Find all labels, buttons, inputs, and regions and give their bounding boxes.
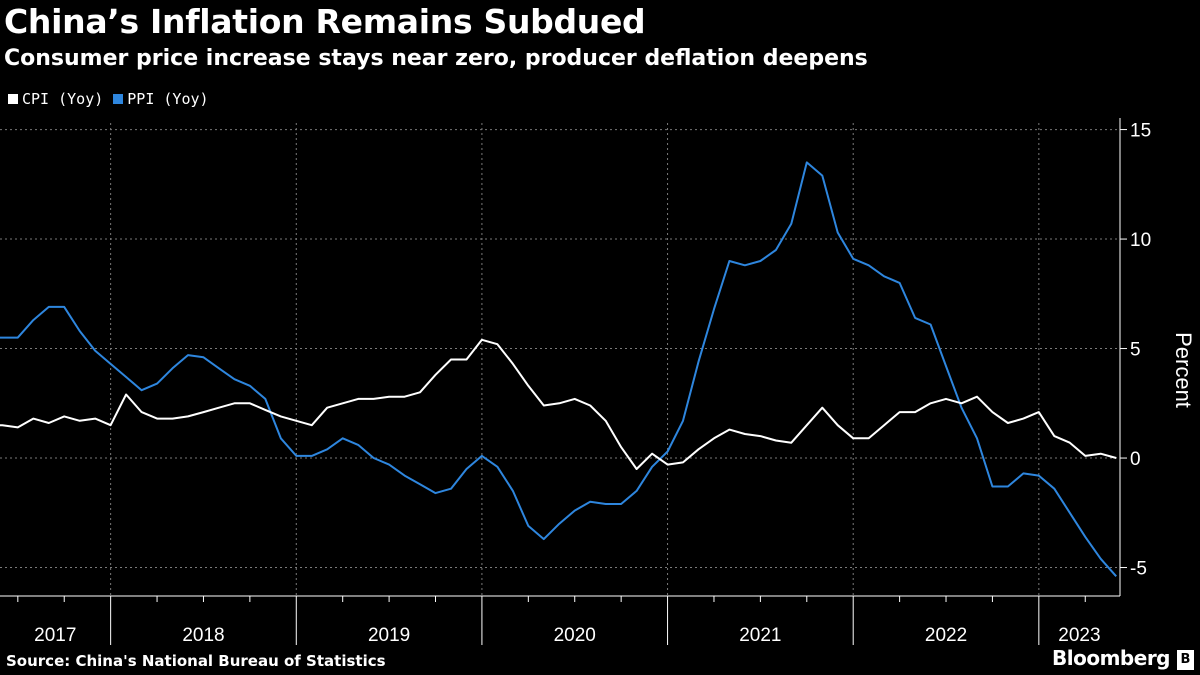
- x-tick-label: 2017: [34, 625, 76, 646]
- y-tick-label: 0: [1130, 449, 1141, 470]
- x-tick-label: 2021: [739, 625, 781, 646]
- legend-swatch-ppi: [113, 94, 124, 104]
- cpi-line: [0, 338, 1117, 470]
- legend-label-ppi: PPI (Yoy): [127, 90, 209, 108]
- bloomberg-logo: Bloomberg: [1052, 646, 1170, 670]
- x-tick-label: 2019: [368, 625, 410, 646]
- y-tick-label: -5: [1130, 559, 1147, 580]
- x-axis: 2017 2018 2019 2020 2021 2022 2023: [0, 595, 1120, 646]
- legend-label-cpi: CPI (Yoy): [22, 90, 104, 108]
- legend-item-ppi[interactable]: PPI (Yoy): [113, 90, 209, 108]
- chart-grid: [0, 123, 1120, 596]
- chart-title: China’s Inflation Remains Subdued: [4, 2, 646, 41]
- legend-item-cpi[interactable]: CPI (Yoy): [8, 90, 103, 108]
- x-tick-label: 2018: [182, 625, 224, 646]
- x-tick-label: 2022: [925, 625, 967, 646]
- series-ppi: [0, 161, 1117, 577]
- chart-subtitle: Consumer price increase stays near zero,…: [4, 46, 868, 71]
- ppi-line: [0, 161, 1117, 577]
- y-axis-title: Percent: [1171, 332, 1196, 408]
- legend-swatch-cpi: [8, 94, 18, 104]
- y-tick-label: 15: [1130, 121, 1151, 142]
- series-cpi: [0, 338, 1117, 470]
- x-tick-label: 2020: [554, 625, 596, 646]
- y-tick-label: 10: [1130, 230, 1151, 251]
- source-note: Source: China's National Bureau of Stati…: [6, 652, 386, 670]
- x-tick-label: 2023: [1058, 625, 1100, 646]
- bloomberg-terminal-icon: B: [1177, 650, 1194, 670]
- chart-legend: CPI (Yoy) PPI (Yoy): [8, 90, 219, 108]
- y-axis: -5 0 5 10 15: [1119, 118, 1151, 596]
- y-tick-label: 5: [1130, 340, 1141, 361]
- chart-series: [0, 161, 1117, 577]
